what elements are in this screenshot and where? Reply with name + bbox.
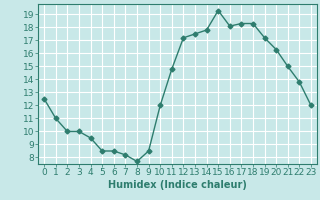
X-axis label: Humidex (Indice chaleur): Humidex (Indice chaleur) <box>108 180 247 190</box>
